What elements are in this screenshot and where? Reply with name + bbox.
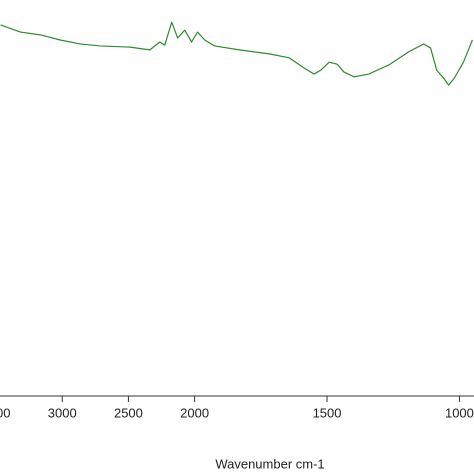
x-tick-label: 3000 <box>48 405 77 420</box>
x-tick-label: 3500 <box>0 405 10 420</box>
spectrum-line <box>0 21 473 86</box>
x-tick-label: 1000 <box>445 405 474 420</box>
x-tick-label: 2500 <box>114 405 143 420</box>
x-tick-label: 2000 <box>180 405 209 420</box>
x-axis-title: Wavenumber cm-1 <box>215 456 324 471</box>
x-tick-label: 1500 <box>313 405 342 420</box>
